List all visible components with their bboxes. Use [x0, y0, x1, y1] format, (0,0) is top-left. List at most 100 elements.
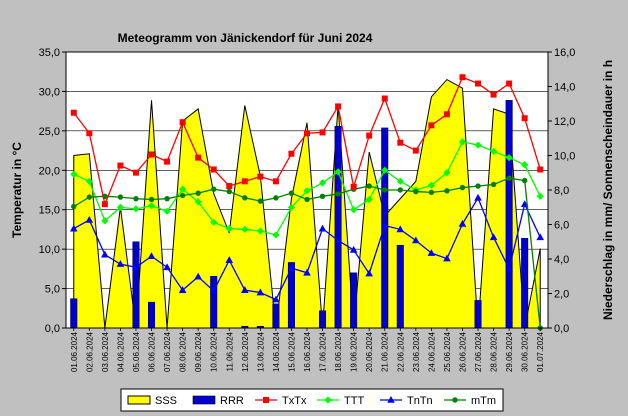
x-tick-label: 02.06.2024 — [85, 331, 94, 372]
ttt-point — [272, 231, 280, 239]
tntn-point — [365, 269, 373, 277]
x-tick-label: 28.06.2024 — [490, 331, 499, 372]
mtm-point — [413, 188, 419, 195]
ttt-point — [70, 170, 78, 178]
y-tick-label-left: 0,0 — [45, 323, 60, 335]
x-tick-label: 23.06.2024 — [412, 331, 421, 372]
tntn-point — [520, 200, 529, 207]
mtm-point — [490, 181, 497, 188]
rrr-bar — [350, 272, 358, 329]
ttt-point — [443, 169, 451, 177]
tntn-point — [387, 396, 395, 403]
ttt-point — [303, 187, 311, 195]
legend-label-tntn: TnTn — [407, 395, 433, 407]
mtm-point — [335, 191, 341, 197]
x-tick-label: 18.06.2024 — [334, 331, 343, 372]
x-tick-label: 09.06.2024 — [194, 331, 203, 372]
ttt-point — [194, 198, 202, 206]
txtx-point — [412, 147, 419, 154]
txtx-point — [443, 111, 450, 118]
ttt-point — [427, 181, 435, 189]
tntn-point — [536, 233, 545, 241]
mtm-point — [304, 196, 310, 203]
txtx-point — [475, 80, 482, 87]
tntn-point — [163, 263, 171, 271]
mtm-point — [428, 189, 435, 196]
mtm-point — [444, 188, 450, 194]
x-tick-label: 26.06.2024 — [458, 331, 467, 372]
tntn-point — [427, 249, 436, 256]
tntn-point — [318, 224, 327, 232]
mtm-point — [148, 196, 155, 203]
rrr-bar — [505, 100, 513, 329]
ttt-point — [334, 168, 342, 176]
rrr-bar — [396, 244, 404, 329]
legend-label-ttt: TTT — [344, 395, 364, 407]
ttt-point — [225, 225, 233, 233]
tntn-point — [101, 250, 109, 258]
mtm-point — [86, 194, 93, 200]
txtx-point — [428, 122, 435, 129]
txtx-point — [397, 139, 404, 146]
y-tick-label-right: 10,0 — [554, 151, 575, 163]
txtx-point — [490, 91, 497, 98]
txtx-point — [179, 119, 186, 126]
mtm-point — [319, 193, 326, 200]
y-tick-label-right: 12,0 — [554, 116, 575, 128]
y-tick-label-right: 8,0 — [554, 185, 569, 197]
x-tick-label: 25.06.2024 — [443, 331, 452, 372]
y-tick-label-left: 5,0 — [45, 284, 60, 296]
ttt-point — [350, 206, 358, 214]
x-tick-label: 06.06.2024 — [148, 331, 157, 372]
y-tick-label-left: 15,0 — [39, 205, 60, 217]
x-tick-label: 12.06.2024 — [241, 331, 250, 372]
tntn-point — [147, 252, 156, 260]
x-tick-label: 11.06.2024 — [225, 331, 234, 371]
tntn-point — [489, 233, 498, 241]
ttt-point — [163, 207, 171, 215]
x-tick-label: 08.06.2024 — [179, 331, 188, 372]
x-tick-label: 01.06.2024 — [70, 331, 79, 372]
x-tick-label: 22.06.2024 — [396, 331, 405, 372]
x-tick-label: 14.06.2024 — [272, 331, 281, 372]
x-tick-label: 15.06.2024 — [287, 331, 296, 372]
mtm-point — [273, 195, 279, 201]
x-tick-label: 30.06.2024 — [521, 331, 530, 372]
tntn-point — [505, 264, 513, 272]
txtx-point — [226, 183, 233, 190]
x-tick-label: 19.06.2024 — [350, 331, 359, 372]
ttt-point — [505, 154, 513, 162]
txtx-point — [164, 158, 171, 165]
txtx-point — [304, 130, 310, 137]
rrr-bar — [210, 276, 218, 329]
mtm-point — [117, 194, 124, 200]
mtm-point — [521, 177, 528, 184]
tntn-point — [380, 221, 389, 229]
tntn-point — [412, 236, 420, 244]
tntn-point — [85, 215, 94, 223]
ttt-point — [396, 177, 404, 185]
ttt-point — [521, 161, 529, 169]
rrr-bar — [521, 238, 529, 329]
y-tick-label-left: 10,0 — [39, 244, 60, 256]
tntn-point — [209, 286, 218, 294]
x-tick-label: 10.06.2024 — [210, 331, 219, 372]
legend: SSS RRR TxTx TTT TnTn mTm — [120, 388, 504, 412]
ttt-point — [474, 141, 482, 149]
tntn-point — [132, 263, 140, 271]
tntn-point — [287, 264, 296, 271]
ttt-point — [179, 185, 187, 193]
tntn-point — [349, 245, 358, 253]
x-tick-label: 07.06.2024 — [163, 331, 172, 372]
y-axis-label-right: Niederschlag in mm/ Sonnenscheindauer in… — [601, 60, 615, 320]
tntn-point — [178, 286, 187, 293]
tntn-point — [396, 225, 405, 233]
txtx-point — [195, 154, 202, 161]
tntn-point — [116, 260, 125, 267]
x-tick-label: 04.06.2024 — [116, 331, 125, 372]
legend-label-txtx: TxTx — [282, 395, 307, 407]
rrr-bar — [272, 303, 280, 329]
rrr-bar — [148, 301, 156, 329]
rrr-bar — [474, 300, 482, 329]
